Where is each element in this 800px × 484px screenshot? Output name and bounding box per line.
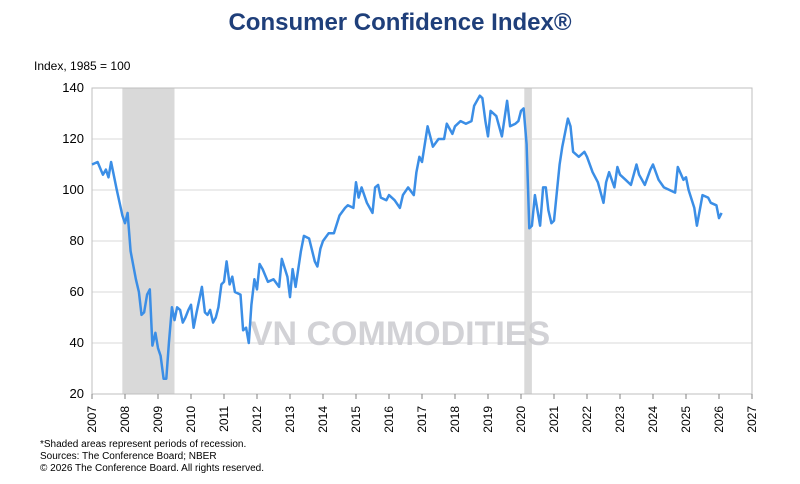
x-tick-label: 2009	[151, 406, 165, 433]
y-axis-label: Index, 1985 = 100	[34, 59, 131, 73]
x-tick-label: 2013	[283, 406, 297, 433]
y-tick-label: 100	[62, 182, 84, 197]
x-tick-label: 2025	[679, 406, 693, 433]
x-tick-label: 2018	[448, 406, 462, 433]
y-tick-label: 60	[70, 284, 84, 299]
x-tick-label: 2008	[118, 406, 132, 433]
x-tick-label: 2021	[547, 406, 561, 433]
x-tick-label: 2026	[712, 406, 726, 433]
x-tick-label: 2015	[349, 406, 363, 433]
data-line	[91, 94, 723, 380]
x-tick-label: 2011	[217, 406, 231, 432]
note: © 2026 The Conference Board. All rights …	[40, 463, 264, 474]
x-tick-label: 2010	[184, 406, 198, 433]
note: *Shaded areas represent periods of reces…	[40, 439, 246, 450]
x-tick-label: 2023	[613, 406, 627, 433]
x-tick-label: 2016	[382, 406, 396, 433]
y-tick-label: 140	[62, 80, 84, 95]
y-tick-label: 40	[70, 335, 84, 350]
x-tick-label: 2012	[250, 406, 264, 433]
x-tick-label: 2017	[415, 406, 429, 433]
x-tick-label: 2007	[85, 406, 99, 433]
y-tick-label: 120	[62, 131, 84, 146]
x-tick-label: 2022	[580, 406, 594, 433]
x-tick-label: 2014	[316, 406, 330, 433]
x-tick-label: 2019	[481, 406, 495, 433]
x-tick-label: 2024	[646, 406, 660, 433]
watermark: VN COMMODITIES	[250, 315, 550, 353]
chart-title: Consumer Confidence Index®	[228, 9, 571, 36]
x-tick-label: 2020	[514, 406, 528, 433]
x-tick-label: 2027	[745, 406, 759, 433]
y-tick-label: 80	[70, 233, 84, 248]
note: Sources: The Conference Board; NBER	[40, 451, 217, 462]
y-tick-label: 20	[70, 386, 84, 401]
